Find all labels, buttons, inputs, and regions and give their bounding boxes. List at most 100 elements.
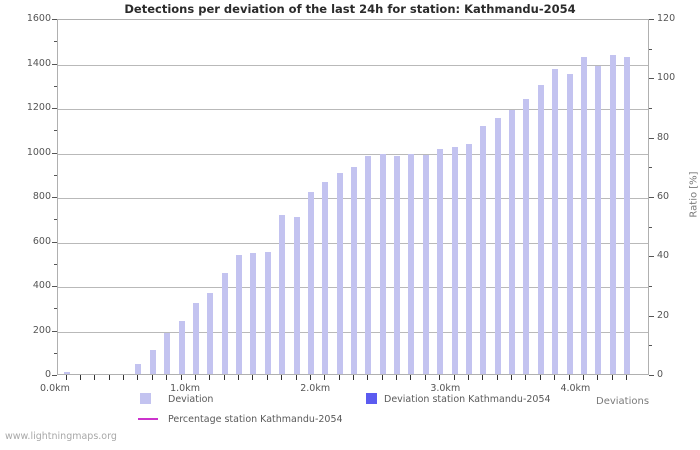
bar <box>135 364 142 374</box>
y-axis-tick <box>52 330 57 332</box>
bar <box>336 172 343 374</box>
y-axis-tick <box>52 375 57 376</box>
y-axis-tick-label: 1200 <box>26 102 51 113</box>
bar <box>595 65 602 374</box>
chart-title: Detections per deviation of the last 24h… <box>124 2 576 16</box>
x-axis-tick <box>396 375 398 380</box>
x-axis-tick-label: 1.0km <box>170 383 200 394</box>
bar <box>207 292 214 374</box>
y-axis-tick-label: 200 <box>32 324 51 336</box>
x-axis-tick <box>309 375 311 380</box>
y-axis-minor-tick <box>54 130 57 132</box>
y-axis-tick-label: 0 <box>44 369 51 380</box>
legend-swatch <box>366 393 377 404</box>
bar <box>322 181 329 374</box>
y2-axis-tick <box>649 197 654 198</box>
y2-axis-tick-label: 80 <box>657 131 670 143</box>
legend-label: Deviation <box>168 394 214 405</box>
y2-axis-tick-label: 40 <box>657 250 670 262</box>
y-axis-minor-tick <box>54 85 57 87</box>
y2-axis-minor-tick <box>649 48 652 50</box>
gridline <box>58 153 648 155</box>
y-axis-tick <box>52 241 57 243</box>
y-axis-tick <box>52 63 57 65</box>
y2-axis-tick-label: 20 <box>657 309 670 321</box>
gridline <box>58 64 648 66</box>
x-axis-tick <box>281 375 283 380</box>
x-axis-tick <box>108 375 110 380</box>
bar <box>465 143 472 374</box>
bar <box>480 125 487 374</box>
bar <box>609 54 616 374</box>
y-axis-tick <box>52 286 57 287</box>
legend-swatch <box>140 393 151 404</box>
y2-axis-minor-tick <box>649 226 652 228</box>
y-axis-tick <box>52 197 57 198</box>
y-axis-tick <box>52 19 57 20</box>
y2-axis-minor-tick <box>649 167 652 169</box>
y-axis-tick-label: 800 <box>32 191 51 202</box>
x-axis-tick <box>266 375 268 380</box>
legend-swatch <box>138 418 158 420</box>
x-axis-tick <box>151 375 153 380</box>
y-axis-tick <box>52 152 57 154</box>
bar <box>250 252 257 374</box>
y-axis-minor-tick <box>54 263 57 265</box>
y-axis-tick <box>52 108 57 109</box>
x-axis-tick <box>123 375 125 380</box>
x-axis-tick <box>597 375 599 380</box>
y-axis-tick-label: 1600 <box>26 13 51 24</box>
x-axis-tick <box>238 375 240 380</box>
x-axis-tick <box>295 375 297 380</box>
bar <box>351 167 357 374</box>
legend-label: Deviation station Kathmandu-2054 <box>384 394 551 405</box>
x-axis-tick <box>439 375 441 380</box>
bar <box>192 302 199 374</box>
y2-axis-minor-tick <box>649 286 652 287</box>
bar <box>236 254 243 374</box>
bar <box>164 332 171 374</box>
y-axis-tick-label: 600 <box>32 235 51 247</box>
x-axis-tick <box>568 375 570 380</box>
y2-axis-tick-label: 60 <box>657 191 670 202</box>
bar <box>365 155 372 374</box>
bar <box>566 73 573 374</box>
bar <box>437 149 444 374</box>
bar <box>494 118 501 374</box>
y-axis-tick-label: 400 <box>32 280 51 291</box>
x-axis-title: Deviations <box>596 396 650 407</box>
x-axis-tick <box>482 375 484 380</box>
y2-axis-tick <box>649 78 654 80</box>
x-axis-tick-label: 4.0km <box>560 383 591 394</box>
x-axis-tick <box>137 375 139 380</box>
y-axis-tick-label: 1400 <box>26 57 51 69</box>
x-axis-tick <box>582 375 584 380</box>
legend-label: Percentage station Kathmandu-2054 <box>168 414 343 425</box>
gridline <box>58 109 648 110</box>
x-axis-tick <box>353 375 354 380</box>
bar <box>63 371 70 374</box>
plot-area <box>57 19 649 375</box>
bar <box>149 349 156 374</box>
y2-axis-title: Ratio [%] <box>688 171 700 218</box>
x-axis-tick <box>166 375 168 380</box>
y2-axis-tick <box>649 256 654 258</box>
bar <box>408 153 415 374</box>
x-axis-tick <box>496 375 498 380</box>
bar <box>394 155 401 374</box>
x-axis-tick <box>65 375 67 380</box>
y2-axis-tick <box>649 137 654 139</box>
y2-axis-minor-tick <box>649 108 652 109</box>
y-axis-minor-tick <box>54 174 57 176</box>
bar <box>307 191 314 374</box>
y2-axis-tick <box>649 375 654 376</box>
x-axis-tick <box>180 375 182 380</box>
x-axis-tick <box>554 375 556 380</box>
bar <box>523 99 530 374</box>
x-axis-tick <box>525 375 527 380</box>
y-axis-minor-tick <box>54 219 57 221</box>
y-axis-tick-label: 1000 <box>26 146 51 158</box>
x-axis-tick <box>324 375 326 380</box>
x-axis-tick <box>367 375 369 380</box>
